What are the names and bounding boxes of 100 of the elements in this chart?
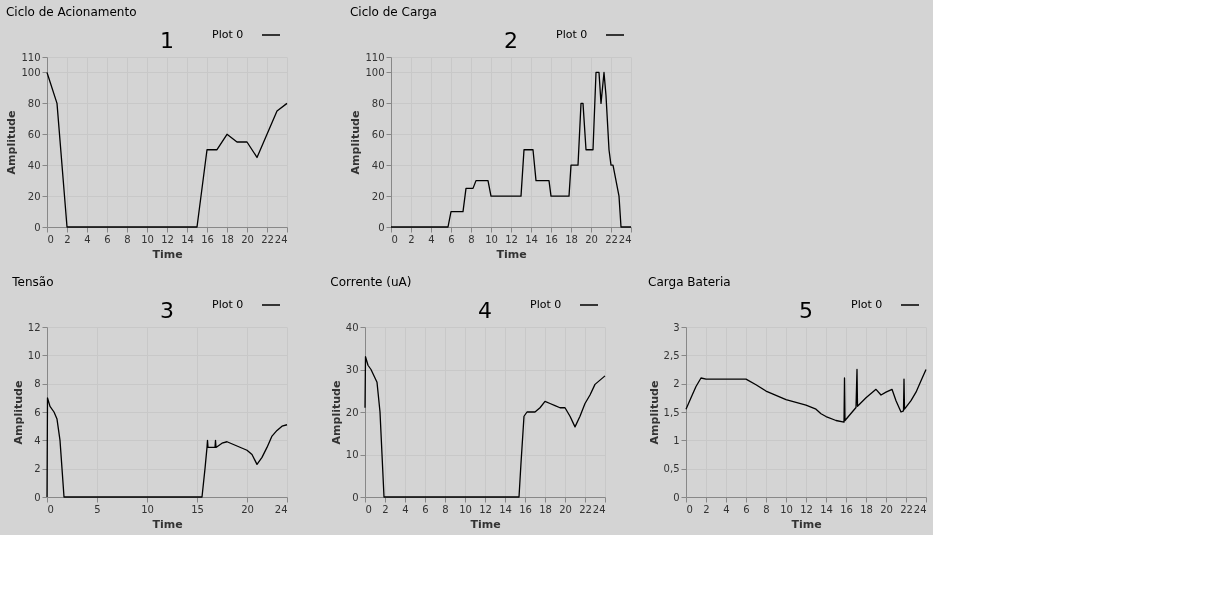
y-tick-label: 30 [345,364,359,375]
x-tick-label: 6 [743,503,750,515]
x-tick-label: 22 [605,233,618,245]
legend-label: Plot 0 [556,28,588,41]
x-axis-title: Time [496,247,527,261]
y-tick-label: 6 [34,406,41,418]
x-tick-label: 12 [800,503,813,515]
y-tick-label: 20 [345,406,359,418]
y-tick-label: 60 [27,128,41,140]
legend-label: Plot 0 [212,28,244,41]
x-tick-label: 20 [559,503,572,515]
x-tick-label: 24 [913,503,927,515]
x-tick-label: 10 [459,503,472,515]
x-tick-label: 4 [84,233,91,245]
text: 3 [160,298,174,323]
x-tick-label: 20 [241,233,254,245]
x-tick-label: 22 [261,233,274,245]
x-tick-label: 4 [723,503,730,515]
x-tick-label: 10 [141,233,154,245]
y-axis-title: Amplitude [349,110,363,175]
x-tick-label: 18 [221,233,234,245]
y-tick-label: 3 [673,321,680,333]
y-tick-label: 100 [365,66,385,78]
x-tick-label: 18 [565,233,578,245]
x-tick-label: 20 [880,503,893,515]
x-tick-label: 15 [191,503,204,515]
x-tick-label: 0 [686,503,693,515]
y-axis-title: Amplitude [5,110,19,175]
x-axis-title: Time [152,517,183,531]
x-tick-label: 4 [402,503,409,515]
x-tick-label: 10 [780,503,793,515]
y-tick-label: 40 [27,159,41,171]
line-series [685,368,927,423]
chart-title: Tensão [11,275,54,289]
x-tick-label: 16 [840,503,853,515]
y-tick-label: 2,5 [663,349,680,361]
x-tick-label: 22 [900,503,913,515]
x-axis-title: Time [791,517,822,531]
x-tick-label: 14 [181,233,194,245]
x-tick-label: 2 [703,503,710,515]
y-tick-label: 10 [27,349,41,361]
x-tick-label: 18 [539,503,552,515]
x-tick-label: 12 [505,233,518,245]
text: 4 [478,298,492,323]
x-tick-label: 0 [47,233,54,245]
chart-title: Carga Bateria [648,275,731,289]
x-tick-label: 8 [468,233,475,245]
text: 2 [504,28,518,53]
y-axis-title: Amplitude [329,380,343,445]
y-tick-label: 60 [371,128,385,140]
y-tick-label: 40 [371,159,385,171]
text: 5 [799,298,813,323]
y-tick-label: 100 [21,66,41,78]
chart-title: Corrente (uA) [330,275,412,289]
x-tick-label: 14 [499,503,512,515]
text: 1 [160,28,174,53]
y-tick-label: 0 [34,491,41,503]
y-tick-label: 110 [21,51,41,63]
x-tick-label: 12 [161,233,174,245]
y-tick-label: 0 [378,221,385,233]
y-tick-label: 40 [345,321,359,333]
x-tick-label: 24 [618,233,632,245]
y-tick-label: 10 [345,449,359,460]
x-tick-label: 14 [820,503,833,515]
x-tick-label: 18 [860,503,873,515]
x-tick-label: 8 [442,503,449,515]
y-tick-label: 0 [352,491,359,503]
chart-title: Ciclo de Carga [349,5,437,19]
x-tick-label: 24 [274,233,288,245]
y-tick-label: 2 [673,378,680,390]
x-tick-label: 2 [64,233,71,245]
x-tick-label: 2 [408,233,415,245]
x-tick-label: 14 [525,233,538,245]
legend-label: Plot 0 [851,298,883,311]
y-tick-label: 20 [27,190,41,202]
x-tick-label: 16 [545,233,558,245]
x-tick-label: 6 [448,233,455,245]
y-tick-label: 0 [34,221,41,233]
y-tick-label: 8 [34,378,41,390]
x-tick-label: 8 [763,503,770,515]
y-tick-label: 1,5 [663,406,680,418]
y-axis-title: Amplitude [647,380,661,445]
x-tick-label: 16 [201,233,214,245]
x-tick-label: 6 [422,503,429,515]
x-tick-label: 8 [124,233,131,245]
y-tick-label: 80 [371,97,385,109]
y-tick-label: 110 [365,51,385,63]
x-tick-label: 24 [274,503,288,515]
x-tick-label: 12 [479,503,492,515]
chart-title: Ciclo de Acionamento [5,5,137,19]
legend-label: Plot 0 [212,298,244,311]
x-tick-label: 16 [519,503,532,515]
x-tick-label: 10 [141,503,154,515]
y-axis-title: Amplitude [11,380,25,445]
x-tick-label: 0 [47,503,54,515]
x-tick-label: 0 [391,233,398,245]
y-tick-label: 0,5 [663,463,680,475]
x-tick-label: 22 [579,503,592,515]
x-tick-label: 4 [428,233,435,245]
x-tick-label: 20 [585,233,598,245]
